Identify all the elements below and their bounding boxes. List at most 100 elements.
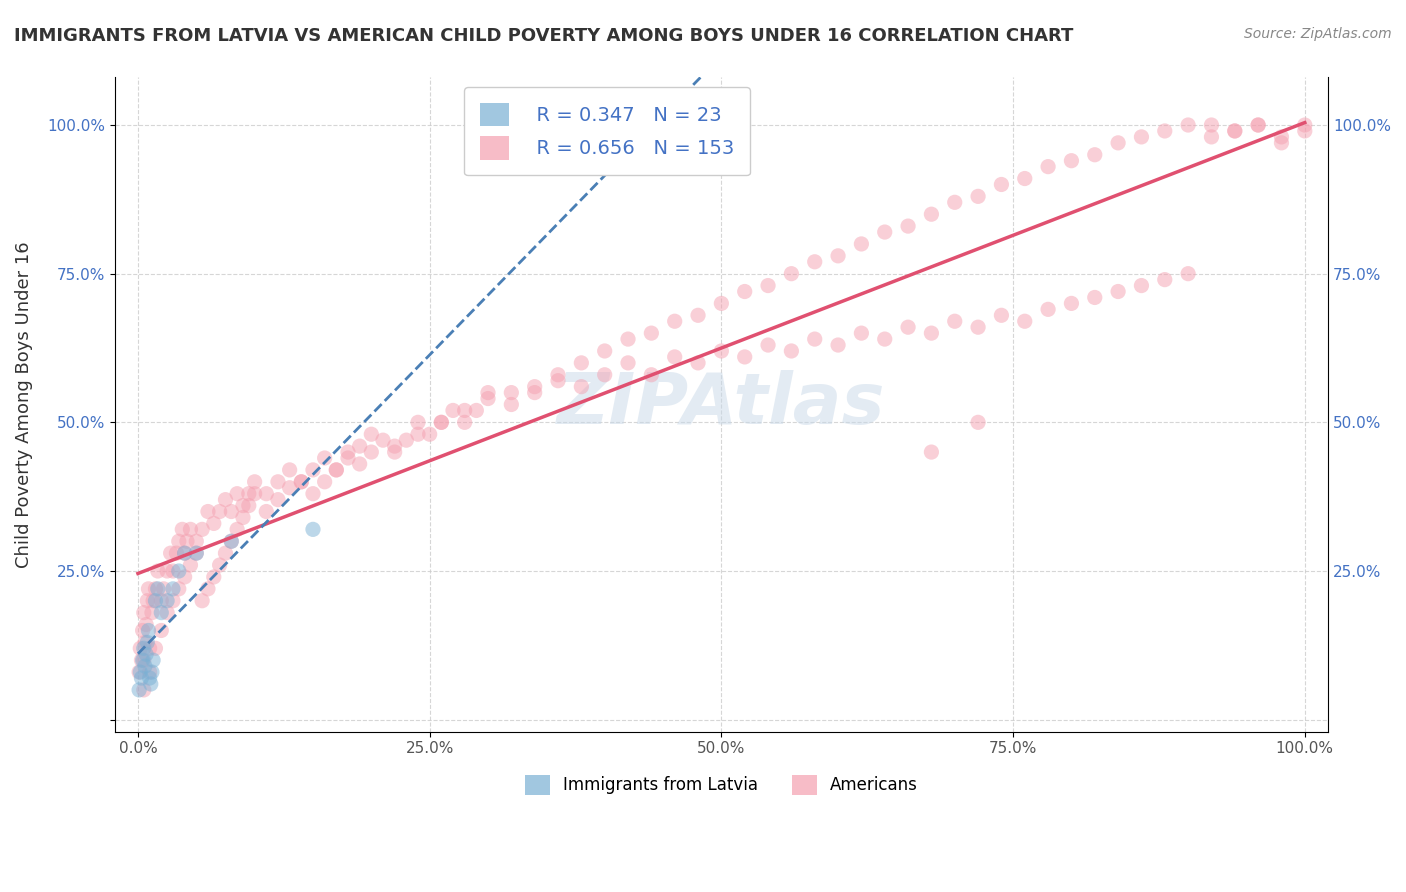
Point (243, 475, 266, 489)
Point (1247, 118, 1270, 132)
Point (501, 397, 523, 411)
Point (302, 486, 325, 500)
Point (547, 374, 569, 388)
Point (756, 278, 779, 293)
Point (430, 415, 453, 429)
Point (593, 343, 616, 358)
Point (1201, 129, 1223, 144)
Point (131, 653, 153, 667)
Point (756, 338, 779, 352)
Point (131, 624, 153, 638)
Point (686, 356, 709, 370)
Point (897, 320, 920, 334)
Point (441, 403, 464, 417)
Point (226, 486, 249, 500)
Point (214, 492, 236, 507)
Point (1270, 129, 1292, 144)
Point (173, 546, 195, 560)
Point (325, 463, 347, 477)
Point (406, 415, 429, 429)
Point (150, 624, 173, 638)
Point (238, 499, 260, 513)
Point (349, 457, 371, 471)
Point (179, 522, 201, 536)
Point (132, 653, 155, 667)
Point (128, 682, 150, 697)
Point (803, 332, 825, 346)
Point (1107, 136, 1129, 150)
Point (138, 641, 160, 656)
Point (254, 504, 277, 518)
Point (150, 606, 173, 620)
Point (1107, 285, 1129, 299)
Point (477, 385, 499, 400)
Point (167, 534, 190, 549)
Point (477, 392, 499, 406)
Point (128, 665, 150, 679)
Point (1036, 302, 1059, 317)
Point (142, 593, 165, 607)
Point (1084, 290, 1107, 304)
Point (1294, 124, 1316, 138)
Point (314, 450, 336, 465)
Point (920, 326, 942, 340)
Point (141, 665, 163, 679)
Point (523, 379, 546, 393)
Point (734, 285, 756, 299)
Point (232, 510, 254, 524)
Point (734, 350, 756, 364)
Point (172, 522, 194, 536)
Point (243, 486, 266, 500)
Point (145, 582, 167, 596)
Point (191, 593, 214, 607)
Point (710, 296, 733, 310)
Point (176, 534, 198, 549)
Point (780, 343, 803, 358)
Point (142, 653, 165, 667)
Point (617, 332, 640, 346)
Point (314, 475, 336, 489)
Point (226, 522, 249, 536)
Point (569, 356, 592, 370)
Point (162, 593, 184, 607)
Point (395, 433, 418, 447)
Point (132, 682, 155, 697)
Point (920, 207, 942, 221)
Point (593, 368, 616, 382)
Point (202, 516, 225, 531)
Point (1084, 147, 1107, 161)
Point (186, 546, 208, 560)
Point (135, 617, 157, 632)
Point (465, 403, 488, 417)
Point (221, 504, 243, 518)
Point (640, 326, 662, 340)
Point (267, 492, 290, 507)
Point (290, 475, 312, 489)
Point (129, 665, 152, 679)
Point (1270, 136, 1292, 150)
Point (290, 475, 312, 489)
Point (1294, 118, 1316, 132)
Point (1130, 129, 1153, 144)
Point (186, 534, 208, 549)
Point (897, 219, 920, 233)
Point (453, 403, 475, 417)
Point (145, 641, 167, 656)
Y-axis label: Child Poverty Among Boys Under 16: Child Poverty Among Boys Under 16 (15, 241, 32, 568)
Point (136, 593, 159, 607)
Point (406, 427, 429, 442)
Point (131, 671, 153, 685)
Point (173, 570, 195, 584)
Legend: Immigrants from Latvia, Americans: Immigrants from Latvia, Americans (519, 768, 925, 802)
Point (141, 606, 163, 620)
Point (967, 320, 990, 334)
Point (302, 522, 325, 536)
Point (617, 356, 640, 370)
Point (349, 439, 371, 453)
Point (138, 665, 160, 679)
Point (214, 546, 236, 560)
Point (254, 486, 277, 500)
Point (156, 564, 179, 578)
Point (710, 343, 733, 358)
Point (1014, 171, 1036, 186)
